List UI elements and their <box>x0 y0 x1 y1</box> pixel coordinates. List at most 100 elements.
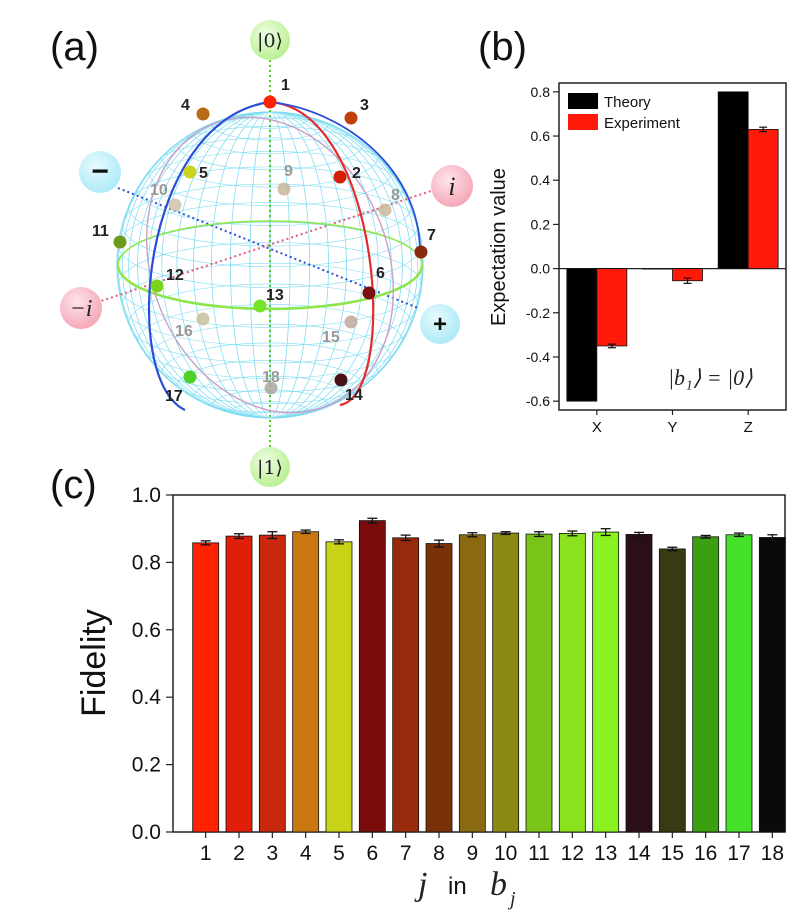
x-tick-label-b-Y: Y <box>667 419 677 436</box>
y-tick-label-c: 0.6 <box>132 619 161 642</box>
mesh-longitude <box>128 112 412 418</box>
y-tick-label-b: 0.6 <box>531 128 551 144</box>
bar-c-7 <box>392 537 420 833</box>
x-label-b: b <box>490 866 507 903</box>
x-tick-label-c-8: 8 <box>433 842 445 865</box>
y-axis-label-c: Fidelity <box>75 609 113 717</box>
x-tick-label-c-12: 12 <box>561 842 584 865</box>
bar-c-5 <box>325 541 353 833</box>
mesh-longitude <box>193 112 347 418</box>
ket0-label: |0⟩ <box>257 30 283 52</box>
state-point-label-16: 16 <box>175 323 193 340</box>
fidelity-chart: 0.00.20.40.60.81.0 1 2 3 4 5 6 7 8 9 10 11 12 13 14 15… <box>75 484 786 910</box>
ket1-bubble <box>250 447 290 487</box>
x-tick-label-c-14: 14 <box>627 842 651 865</box>
bar-b-experiment-Z <box>747 128 779 269</box>
y-tick-label-b: 0.4 <box>531 172 551 188</box>
x-tick-label-c-13: 13 <box>594 842 617 865</box>
legend-theory: Theory <box>604 94 651 111</box>
bar-b-theory-Y <box>642 268 673 270</box>
y-ticks-c: 0.0 0.2 0.4 0.6 0.8 1.0 <box>132 484 173 844</box>
state-point-label-14: 14 <box>345 387 363 404</box>
mesh-longitude <box>121 112 419 418</box>
minus-i-label: −i <box>70 296 93 322</box>
mesh-longitude <box>249 112 291 418</box>
legend-swatch-theory <box>568 93 598 109</box>
x-tick-label-c-16: 16 <box>694 842 717 865</box>
bar-c-16 <box>692 536 720 833</box>
x-label-sub: j <box>507 888 516 910</box>
state-point-17 <box>183 370 197 384</box>
state-point-label-1: 1 <box>281 77 290 94</box>
bar-c-3 <box>258 534 286 833</box>
bars-c <box>192 517 786 833</box>
plus-bubble <box>420 304 460 344</box>
state-point-10 <box>168 198 182 212</box>
equator-front <box>116 264 424 311</box>
state-point-label-7: 7 <box>427 227 436 244</box>
x-label-in: in <box>448 873 467 900</box>
bloch-sphere: |0⟩ |1⟩ − + i −i 12345678910111213141516… <box>60 20 473 487</box>
bar-c-10 <box>492 532 520 833</box>
bar-b-theory-Z <box>717 91 749 269</box>
i-label: i <box>448 172 455 201</box>
state-point-9 <box>277 182 291 196</box>
x-tick-label-b-X: X <box>592 419 602 436</box>
state-point-14 <box>334 373 348 387</box>
state-point-label-18: 18 <box>262 369 280 386</box>
plus-label: + <box>433 311 447 338</box>
state-point-label-6: 6 <box>376 265 385 282</box>
panel-label-a: (a) <box>50 25 99 69</box>
state-point-label-13: 13 <box>266 287 284 304</box>
blue-meridian-top <box>269 101 421 253</box>
y-axis-label-b: Expectation value <box>488 168 510 326</box>
minus-bubble <box>79 151 121 193</box>
y-tick-label-c: 0.0 <box>132 821 161 844</box>
blue-meridian <box>147 100 271 411</box>
state-point-label-2: 2 <box>352 165 361 182</box>
x-tick-label-c-7: 7 <box>400 842 412 865</box>
bar-c-12 <box>558 533 586 833</box>
x-tick-label-c-4: 4 <box>300 842 312 865</box>
mesh-longitude <box>161 112 379 418</box>
x-tick-label-c-6: 6 <box>366 842 378 865</box>
bars-b <box>566 91 779 402</box>
bar-c-1 <box>192 542 220 833</box>
state-point-label-8: 8 <box>391 187 400 204</box>
x-tick-label-c-9: 9 <box>466 842 478 865</box>
x-tick-label-c-5: 5 <box>333 842 345 865</box>
i-bubble <box>431 165 473 207</box>
x-tick-label-c-17: 17 <box>727 842 750 865</box>
x-axis-label-c: j in b j <box>414 866 516 910</box>
y-tick-label-b: -0.4 <box>526 349 550 365</box>
bar-c-11 <box>525 533 553 833</box>
annotation-b: |b₁⟩ = |0⟩ <box>668 365 753 390</box>
x-tick-label-b-Z: Z <box>744 419 753 436</box>
mesh-longitude <box>137 112 403 418</box>
bar-c-17 <box>725 534 753 833</box>
state-point-label-9: 9 <box>284 163 293 180</box>
state-point-2 <box>333 170 347 184</box>
x-tick-label-c-15: 15 <box>661 842 684 865</box>
state-point-label-3: 3 <box>360 97 369 114</box>
bar-c-8 <box>425 543 453 833</box>
x-tick-label-c-1: 1 <box>200 842 212 865</box>
x-label-j: j <box>414 866 427 903</box>
y-tick-label-c: 0.2 <box>132 754 161 777</box>
bar-c-15 <box>658 548 686 833</box>
panel-label-c: (c) <box>50 463 97 507</box>
bar-b-experiment-X <box>596 268 628 347</box>
ket1-label: |1⟩ <box>257 457 283 479</box>
x-ticks-b: X Y Z <box>592 410 753 436</box>
state-point-13 <box>253 299 267 313</box>
state-point-5 <box>183 165 197 179</box>
y-tick-label-b: 0.0 <box>531 261 551 277</box>
state-point-11 <box>113 235 127 249</box>
y-tick-label-b: 0.8 <box>531 84 551 100</box>
panel-label-b: (b) <box>478 25 527 69</box>
state-point-16 <box>196 312 210 326</box>
y-tick-label-b: -0.6 <box>526 393 550 409</box>
bar-c-2 <box>225 535 253 833</box>
x-tick-label-c-18: 18 <box>761 842 784 865</box>
state-point-18 <box>264 381 278 395</box>
